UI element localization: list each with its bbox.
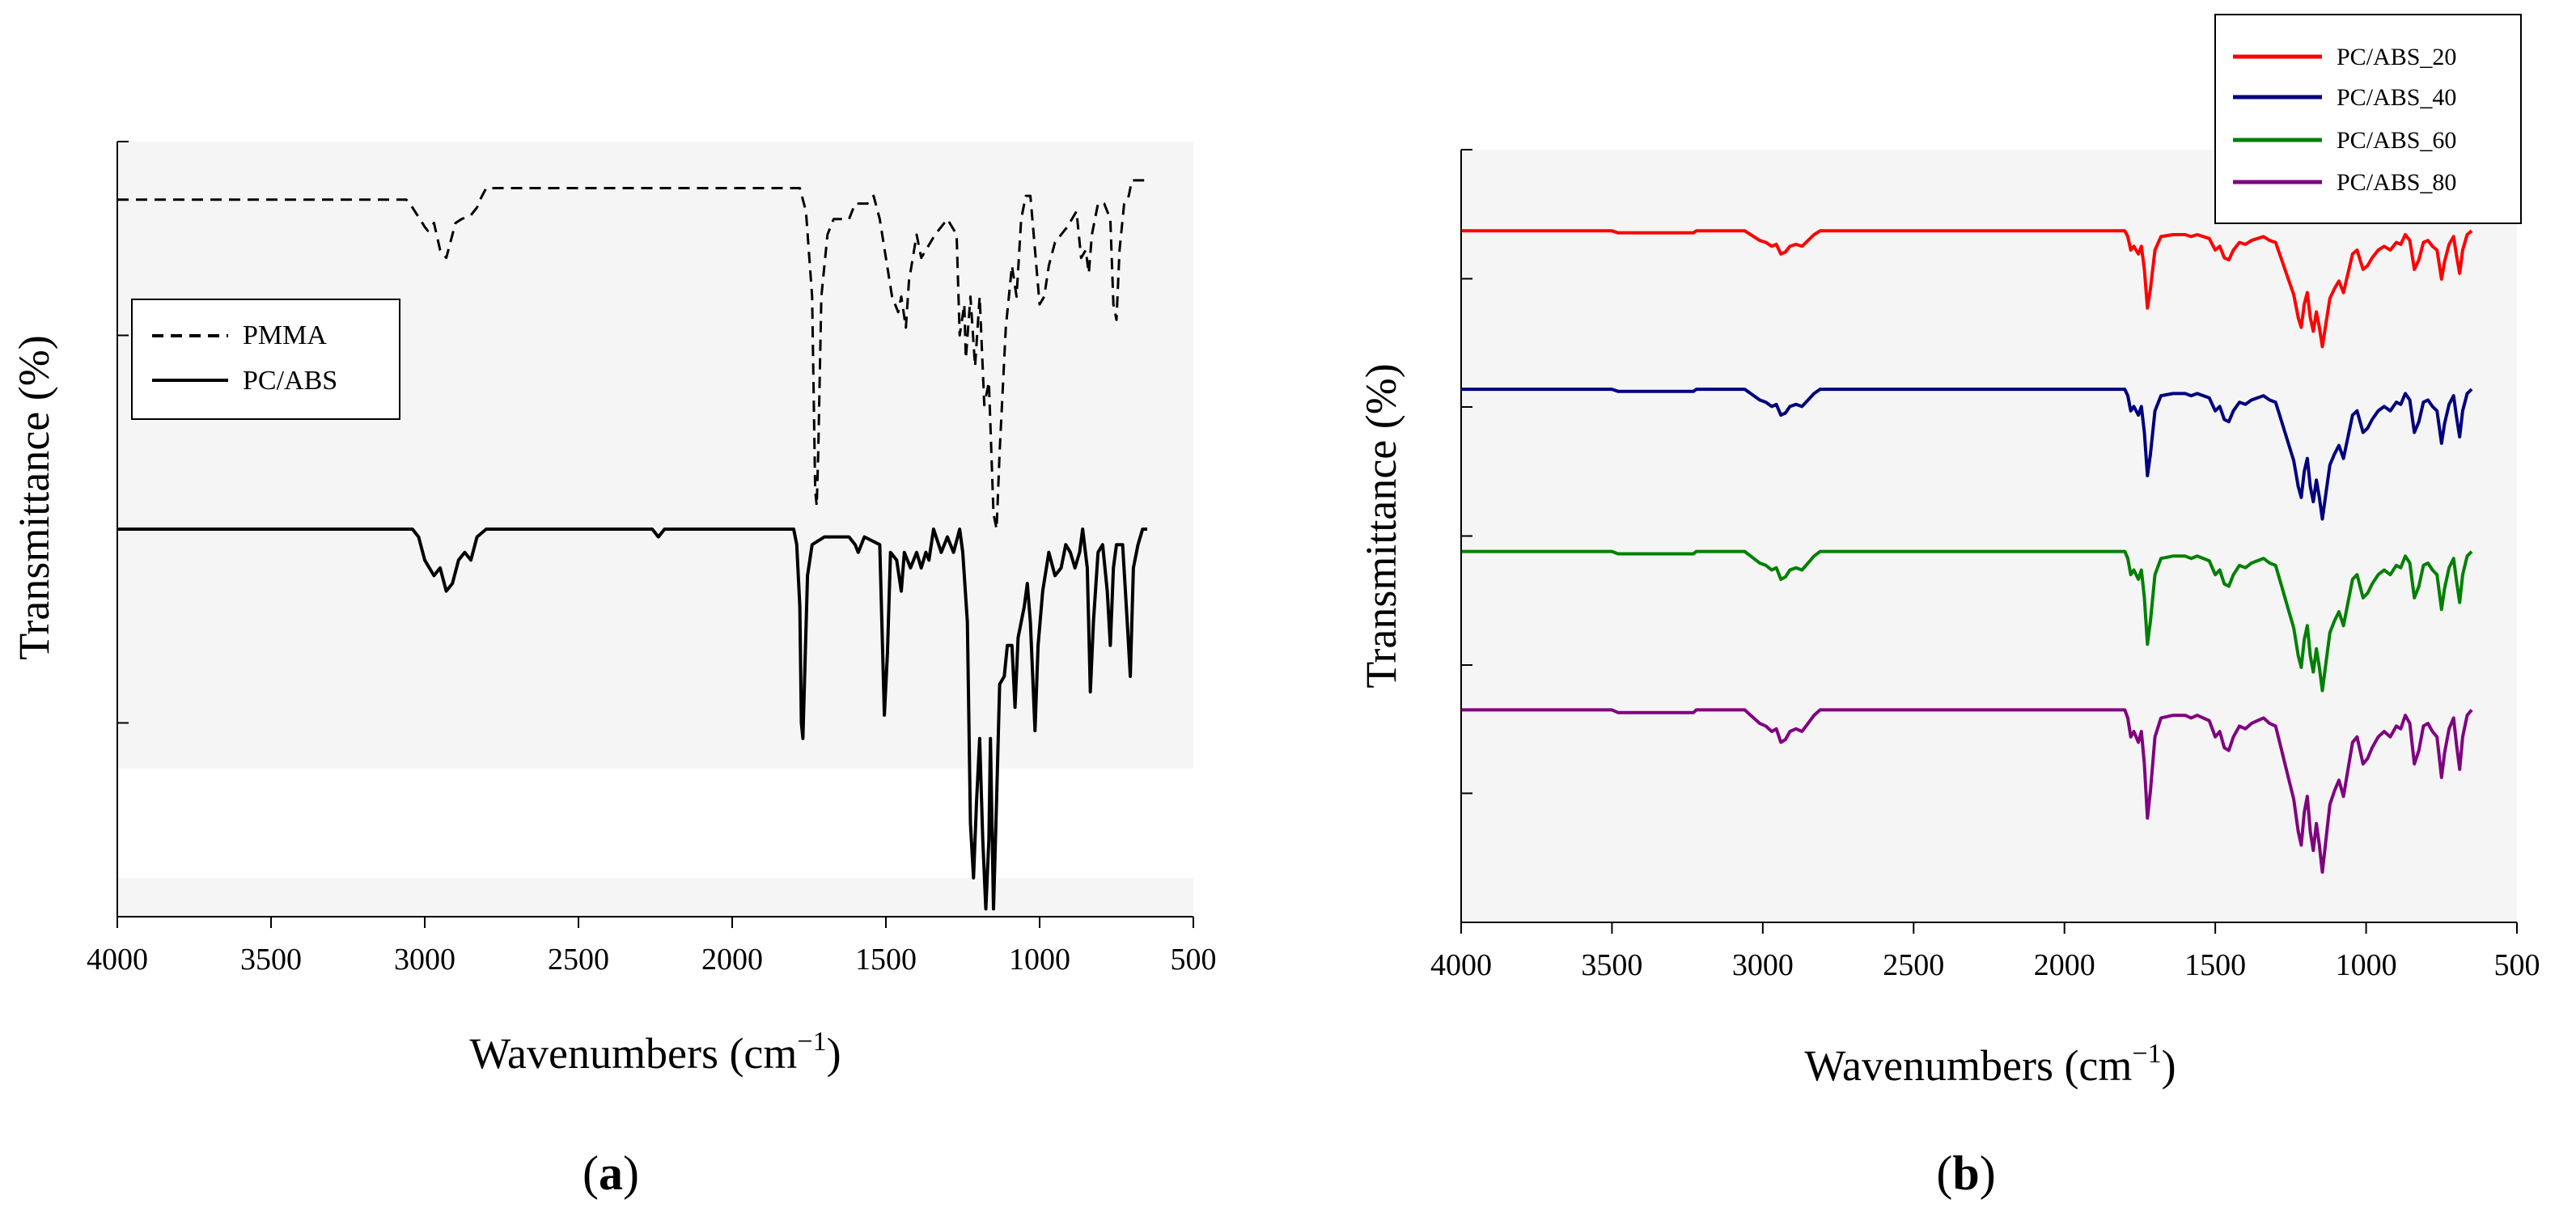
- series-line-pc-abs: [117, 528, 1147, 911]
- panel-b-plot-background: [1461, 150, 2517, 922]
- legend-label-pc-abs-40: PC/ABS_40: [2337, 84, 2456, 111]
- panel-b-x-tick-label-2000: 2000: [2034, 948, 2095, 982]
- panel-a-x-axis-title: Wavenumbers (cm−1): [469, 1027, 841, 1078]
- panel-a-x-tick-label-3500: 3500: [240, 943, 302, 977]
- panel-a-plot-background-bottom: [117, 878, 1193, 916]
- panel-b-x-tick-label-4000: 4000: [1430, 948, 1492, 982]
- panel-a-x-tick-label-500: 500: [1171, 943, 1217, 977]
- panel-b-x-tick-label-3000: 3000: [1732, 948, 1794, 982]
- panel-a-label-letter: a: [599, 1146, 623, 1200]
- panel-a-x-tick-label-3000: 3000: [394, 943, 455, 977]
- panel-a-x-axis-title-close: ): [827, 1029, 841, 1078]
- panel-a-label: (a): [583, 1146, 639, 1200]
- legend-label-pc-abs-60: PC/ABS_60: [2337, 127, 2456, 154]
- series-line-pc-abs-40: [1461, 388, 2473, 521]
- panel-b-y-axis-title: Transmittance (%): [1357, 363, 1405, 688]
- panel-a-x-tick-label-1000: 1000: [1009, 943, 1070, 977]
- panel-a-x-tick-label-1500: 1500: [855, 943, 917, 977]
- panel-b-legend: PC/ABS_20 PC/ABS_40 PC/ABS_60 PC/ABS_80: [2214, 14, 2522, 224]
- panel-b-x-axis-title-close: ): [2162, 1041, 2176, 1090]
- panel-a-legend-box: [131, 299, 400, 420]
- panel-b-label-letter: b: [1952, 1146, 1979, 1200]
- series-line-pc-abs-60: [1461, 549, 2473, 693]
- series-line-pc-abs-20: [1461, 229, 2473, 349]
- panel-a-legend: PMMA PC/ABS: [131, 299, 400, 420]
- panel-b-legend-box: [2214, 14, 2522, 224]
- panel-b-x-tick-label-2500: 2500: [1883, 948, 1944, 982]
- panel-b-x-tick-label-3500: 3500: [1581, 948, 1642, 982]
- panel-a-x-axis-title-main: Wavenumbers (cm: [469, 1029, 797, 1078]
- legend-label-pc-abs: PC/ABS: [243, 366, 337, 396]
- panel-b-x-tick-label-500: 500: [2494, 948, 2540, 982]
- legend-label-pc-abs-20: PC/ABS_20: [2337, 44, 2456, 70]
- panel-b-x-tick-label-1500: 1500: [2184, 948, 2246, 982]
- legend-label-pc-abs-80: PC/ABS_80: [2337, 169, 2456, 196]
- panel-b-x-axis-title-main: Wavenumbers (cm: [1804, 1041, 2132, 1090]
- legend-label-pmma: PMMA: [243, 320, 327, 350]
- panel-a-x-tick-label-2500: 2500: [548, 943, 609, 977]
- panel-b-x-axis-title-sup: −1: [2132, 1039, 2161, 1069]
- panel-a-y-axis-title: Transmittance (%): [10, 335, 58, 659]
- panel-a-chart: 4000 3500 3000 2500 2000 1500 1000 500 PMMA PC/…: [10, 141, 1217, 1200]
- panel-a-x-tick-label-4000: 4000: [87, 943, 148, 977]
- panel-b-chart: 4000 3500 3000 2500 2000 1500 1000 500 PC/ABS_2…: [1357, 14, 2540, 1200]
- panel-b-x-tick-label-1000: 1000: [2336, 948, 2397, 982]
- panel-a-x-tick-label-2000: 2000: [701, 943, 763, 977]
- series-line-pc-abs-80: [1461, 708, 2473, 874]
- series-line-pmma: [117, 179, 1145, 531]
- panel-a-x-axis-title-sup: −1: [797, 1027, 826, 1057]
- panel-b-x-axis-title: Wavenumbers (cm−1): [1804, 1039, 2176, 1090]
- panel-b-label: (b): [1936, 1146, 1995, 1200]
